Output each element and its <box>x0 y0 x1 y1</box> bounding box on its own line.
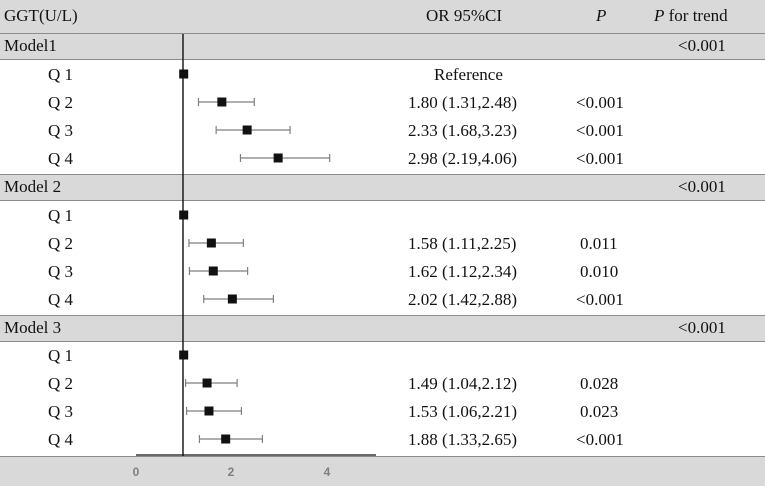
model-p-trend: <0.001 <box>678 318 726 337</box>
header-p-trend-p: P <box>654 6 665 25</box>
row-label: Q 3 <box>48 121 74 140</box>
x-tick-label: 0 <box>133 465 140 479</box>
x-tick-label: 2 <box>228 465 235 479</box>
divider <box>0 341 765 342</box>
header-p-trend: P for trend <box>654 6 728 26</box>
or-point <box>273 153 283 163</box>
divider <box>0 33 765 34</box>
or-text: 1.88 (1.33,2.65) <box>408 430 518 449</box>
x-tick-label: 4 <box>324 465 331 479</box>
row-label: Q 2 <box>48 234 74 253</box>
row-label: Q 2 <box>48 93 74 112</box>
p-value: <0.001 <box>576 149 624 168</box>
or-text: 1.53 (1.06,2.21) <box>408 402 518 421</box>
or-text: 2.33 (1.68,3.23) <box>408 121 518 140</box>
or-text: 2.02 (1.42,2.88) <box>408 290 518 309</box>
model-label: Model 2 <box>4 177 62 196</box>
or-point <box>242 125 252 135</box>
model-p-trend: <0.001 <box>678 36 726 55</box>
or-point <box>227 294 237 304</box>
p-value: <0.001 <box>576 93 624 112</box>
divider <box>0 315 765 316</box>
or-text: 1.62 (1.12,2.34) <box>408 262 518 281</box>
p-value: 0.010 <box>580 262 619 281</box>
p-value: <0.001 <box>576 121 624 140</box>
or-point <box>206 238 216 248</box>
row-label: Q 4 <box>48 290 74 309</box>
model-p-trend: <0.001 <box>678 177 726 196</box>
model-label: Model 3 <box>4 318 62 337</box>
model-band <box>0 34 765 59</box>
row-label: Q 4 <box>48 430 74 449</box>
or-point <box>208 266 218 276</box>
header-p-trend-label: for trend <box>664 6 728 25</box>
header-exposure: GGT(U/L) <box>4 6 78 25</box>
header-row <box>0 0 765 33</box>
header-p: P <box>596 6 607 25</box>
model-band <box>0 316 765 341</box>
divider <box>0 456 765 457</box>
or-text: Reference <box>434 65 503 84</box>
or-point <box>179 350 189 360</box>
row-label: Q 1 <box>48 206 74 225</box>
forest-marks <box>179 69 331 444</box>
or-point <box>221 434 231 444</box>
or-point <box>179 210 189 220</box>
p-value: 0.028 <box>580 374 619 393</box>
row-label: Q 3 <box>48 262 74 281</box>
divider <box>0 200 765 201</box>
header-or-ci: OR 95%CI <box>426 6 503 25</box>
row-label: Q 4 <box>48 149 74 168</box>
p-value: 0.023 <box>580 402 619 421</box>
or-text: 1.58 (1.11,2.25) <box>408 234 517 253</box>
row-label: Q 1 <box>48 346 74 365</box>
model-label: Model1 <box>4 36 57 55</box>
p-value: 0.011 <box>580 234 618 253</box>
or-text: 1.80 (1.31,2.48) <box>408 93 518 112</box>
p-value: <0.001 <box>576 430 624 449</box>
row-label: Q 3 <box>48 402 74 421</box>
or-point <box>204 406 214 416</box>
or-point <box>202 378 212 388</box>
or-text: 1.49 (1.04,2.12) <box>408 374 518 393</box>
axis-band <box>0 457 765 486</box>
model-band <box>0 175 765 200</box>
row-label: Q 1 <box>48 65 74 84</box>
divider <box>0 59 765 60</box>
or-text: 2.98 (2.19,4.06) <box>408 149 518 168</box>
row-label: Q 2 <box>48 374 74 393</box>
or-point <box>217 97 227 107</box>
p-value: <0.001 <box>576 290 624 309</box>
divider <box>0 174 765 175</box>
or-point <box>179 69 189 79</box>
